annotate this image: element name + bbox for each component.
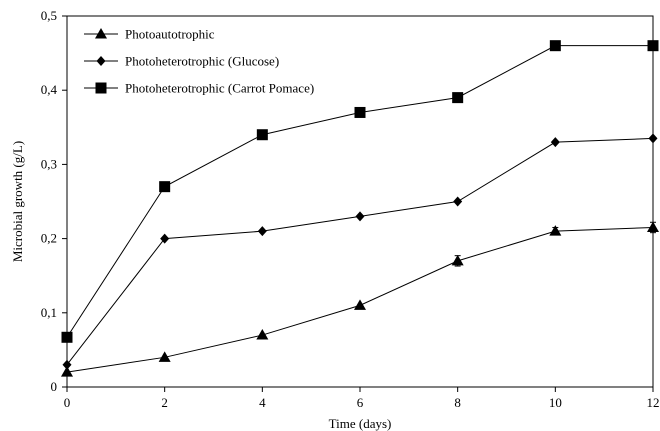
x-tick-label: 2 xyxy=(161,395,168,410)
series-line-diamond xyxy=(66,137,654,366)
data-point-square xyxy=(159,181,171,193)
data-point-triangle xyxy=(256,329,269,340)
data-point-triangle xyxy=(158,351,171,362)
axes: 0 0,1 0,2 0,3 0,4 0,5 0 2 4 6 8 10 12 xyxy=(41,8,660,410)
legend-marker-square xyxy=(95,82,107,94)
y-tick-label: 0,1 xyxy=(41,305,57,320)
data-point-diamond xyxy=(550,137,560,148)
y-tick-label: 0,2 xyxy=(41,231,57,246)
data-point-square xyxy=(647,40,659,52)
data-point-square xyxy=(61,331,73,343)
legend-marker-triangle xyxy=(95,28,107,39)
data-point-square xyxy=(256,129,268,141)
data-point-diamond xyxy=(62,359,72,370)
error-bars xyxy=(454,92,656,267)
data-point-diamond xyxy=(257,226,267,237)
x-tick-label: 10 xyxy=(549,395,562,410)
y-axis-title: Microbial growth (g/L) xyxy=(10,141,25,262)
x-axis-title: Time (days) xyxy=(329,416,392,431)
data-point-diamond xyxy=(355,211,365,222)
x-tick-label: 4 xyxy=(259,395,266,410)
data-point-diamond xyxy=(453,196,463,207)
data-point-triangle xyxy=(549,225,562,236)
data-point-square xyxy=(354,106,366,118)
data-point-triangle xyxy=(451,254,464,266)
x-tick-label: 12 xyxy=(647,395,660,410)
legend-marker-diamond xyxy=(96,56,106,66)
legend-label: Photoheterotrophic (Carrot Pomace) xyxy=(125,81,314,96)
legend-label: Photoautotrophic xyxy=(125,27,215,42)
data-point-triangle xyxy=(354,299,366,310)
x-tick-label: 6 xyxy=(357,395,364,410)
data-point-square xyxy=(549,40,561,52)
series-markers xyxy=(61,40,659,377)
legend-label: Photoheterotrophic (Glucose) xyxy=(125,54,279,69)
data-point-triangle xyxy=(61,366,73,377)
data-point-square xyxy=(452,92,464,104)
x-tick-label: 0 xyxy=(64,395,71,410)
y-tick-label: 0,4 xyxy=(41,82,58,97)
data-point-diamond xyxy=(160,233,170,244)
y-tick-label: 0,3 xyxy=(41,156,57,171)
legend: Photoautotrophic Photoheterotrophic (Gluc… xyxy=(84,27,314,96)
x-tick-label: 8 xyxy=(454,395,461,410)
y-tick-label: 0,5 xyxy=(41,8,57,23)
data-point-triangle xyxy=(647,221,659,232)
y-tick-label: 0 xyxy=(51,379,58,394)
data-point-diamond xyxy=(648,133,658,144)
